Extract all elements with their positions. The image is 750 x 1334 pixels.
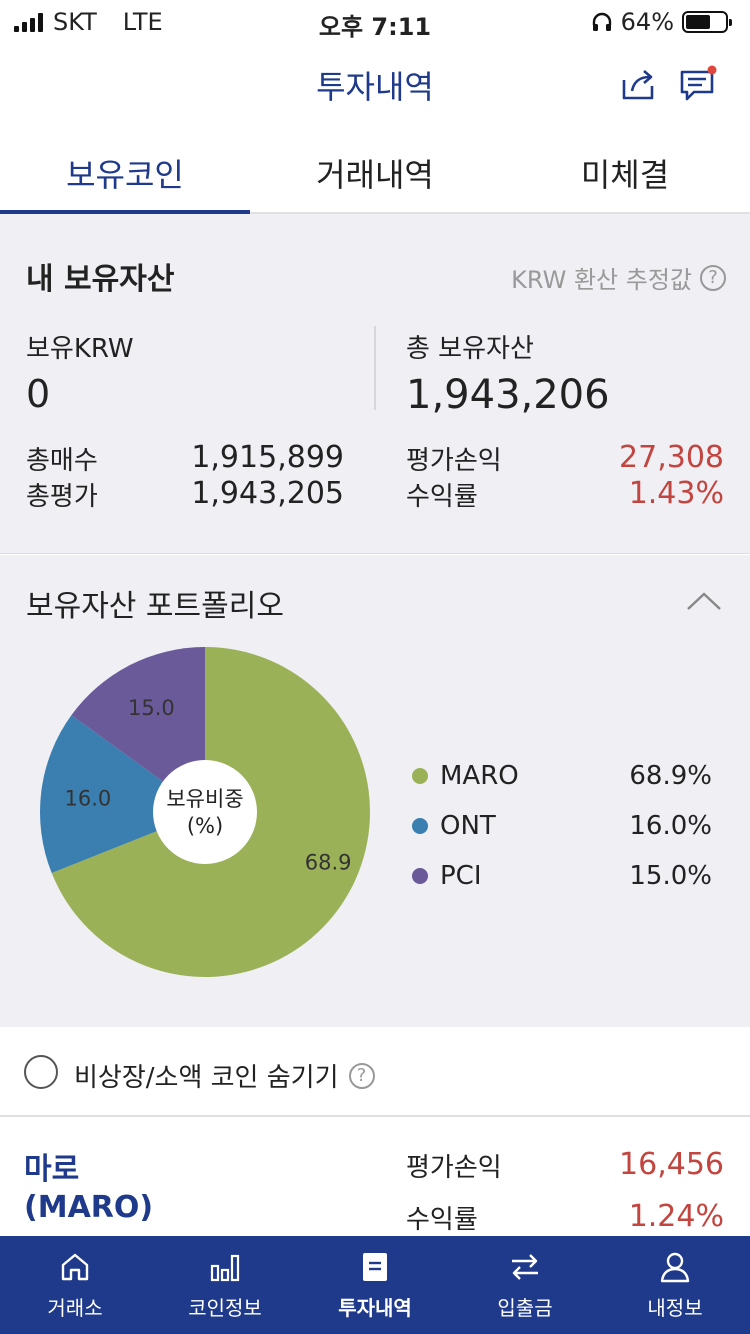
legend-name: ONT xyxy=(440,811,496,841)
home-icon xyxy=(61,1253,89,1281)
donut-center-unit: (%) xyxy=(187,814,223,838)
donut-label-maro: 68.9 xyxy=(305,851,352,875)
portfolio-donut-chart: 보유비중 (%) 68.9 16.0 15.0 xyxy=(39,647,370,977)
nav-my-info[interactable]: 내정보 xyxy=(600,1236,750,1334)
hide-small-coins-label-wrap: 비상장/소액 코인 숨기기 ? xyxy=(74,1057,375,1094)
legend-item-ont: ONT 16.0% xyxy=(412,801,712,851)
total-assets-label: 총 보유자산 xyxy=(406,334,534,364)
coin-profit-loss-row: 평가손익 16,456 xyxy=(406,1147,724,1184)
page-title: 투자내역 xyxy=(316,68,434,106)
nav-label: 거래소 xyxy=(47,1296,103,1320)
legend-percent: 15.0% xyxy=(629,861,712,891)
total-buy-row: 총매수 1,915,899 xyxy=(26,440,344,477)
nav-coin-info[interactable]: 코인정보 xyxy=(150,1236,300,1334)
donut-label-pci: 15.0 xyxy=(128,696,175,720)
coin-name-block: 마로 (MARO) xyxy=(24,1151,153,1227)
legend-name: PCI xyxy=(440,861,482,891)
hide-small-coins-radio[interactable] xyxy=(24,1055,58,1089)
status-left: SKT LTE xyxy=(14,8,163,36)
battery-fill xyxy=(686,15,711,29)
battery-percent: 64% xyxy=(620,8,674,36)
total-buy-value: 1,915,899 xyxy=(191,440,344,475)
legend-percent: 68.9% xyxy=(629,761,712,791)
battery-icon xyxy=(682,11,732,33)
profit-loss-row: 평가손익 27,308 xyxy=(406,440,724,477)
profit-loss-value: 27,308 xyxy=(619,440,724,475)
coin-profit-loss-label: 평가손익 xyxy=(406,1153,502,1183)
person-icon xyxy=(660,1252,690,1283)
nav-deposit-withdraw[interactable]: 입출금 xyxy=(450,1236,600,1334)
legend-item-maro: MARO 68.9% xyxy=(412,751,712,801)
coin-return-rate-value: 1.24% xyxy=(628,1199,724,1234)
donut-center-label: 보유비중 xyxy=(166,787,243,811)
document-icon xyxy=(363,1253,387,1281)
profit-loss-label: 평가손익 xyxy=(406,446,502,476)
total-assets-value: 1,943,206 xyxy=(406,372,610,418)
estimate-label: KRW 환산 추정값 xyxy=(511,266,692,294)
krw-label: 보유KRW xyxy=(26,334,134,364)
total-eval-value: 1,943,205 xyxy=(191,476,344,511)
donut-hole xyxy=(153,760,257,864)
coin-return-rate-row: 수익률 1.24% xyxy=(406,1199,724,1236)
coin-profit-loss-value: 16,456 xyxy=(619,1147,724,1182)
app-header: 투자내역 xyxy=(0,40,750,128)
carrier-label: SKT xyxy=(53,8,97,36)
total-eval-row: 총평가 1,943,205 xyxy=(26,476,344,513)
portfolio-title: 보유자산 포트폴리오 xyxy=(26,589,284,624)
legend-dot xyxy=(412,818,428,834)
legend-dot xyxy=(412,768,428,784)
assets-title: 내 보유자산 xyxy=(26,262,175,297)
portfolio-legend: MARO 68.9% ONT 16.0% PCI 15.0% xyxy=(412,751,712,901)
krw-value: 0 xyxy=(26,372,51,416)
coin-return-rate-label: 수익률 xyxy=(406,1205,478,1235)
donut-label-ont: 16.0 xyxy=(65,786,112,810)
total-eval-label: 총평가 xyxy=(26,482,98,512)
return-rate-value: 1.43% xyxy=(628,476,724,511)
chat-icon[interactable] xyxy=(678,64,718,104)
legend-dot xyxy=(412,868,428,884)
help-icon[interactable]: ? xyxy=(700,264,726,291)
status-time: 오후 7:11 xyxy=(318,13,432,41)
chevron-up-icon[interactable] xyxy=(686,589,722,613)
my-assets-panel: 내 보유자산 KRW 환산 추정값 ? 보유KRW 0 총 보유자산 1,943… xyxy=(0,214,750,554)
tab-holdings[interactable]: 보유코인 xyxy=(0,128,250,214)
coin-name: 마로 xyxy=(24,1152,80,1187)
signal-icon xyxy=(14,12,43,32)
coin-symbol: (MARO) xyxy=(24,1190,154,1225)
headphones-icon xyxy=(592,12,611,31)
transfer-icon xyxy=(512,1254,538,1280)
donut-slice-ont xyxy=(39,715,205,874)
donut-slice-pci xyxy=(71,647,205,812)
nav-exchange[interactable]: 거래소 xyxy=(0,1236,150,1334)
hide-small-coins-row[interactable]: 비상장/소액 코인 숨기기 ? xyxy=(0,1027,750,1117)
nav-label: 입출금 xyxy=(497,1296,553,1320)
divider xyxy=(374,326,376,410)
krw-estimate-info[interactable]: KRW 환산 추정값 ? xyxy=(511,260,726,295)
nav-label: 코인정보 xyxy=(188,1296,262,1320)
bar-chart-icon xyxy=(210,1254,240,1282)
status-right: 64% xyxy=(591,8,732,36)
return-rate-label: 수익률 xyxy=(406,482,478,512)
nav-label: 투자내역 xyxy=(338,1296,412,1320)
tab-history[interactable]: 거래내역 xyxy=(316,156,434,194)
nav-investment-history[interactable]: 투자내역 xyxy=(300,1236,450,1334)
tab-bar: 보유코인 거래내역 미체결 xyxy=(0,128,750,214)
legend-name: MARO xyxy=(440,761,519,791)
help-icon[interactable]: ? xyxy=(348,1062,375,1089)
coin-holding-item[interactable]: 마로 (MARO) 평가손익 16,456 수익률 1.24% xyxy=(0,1117,750,1237)
bottom-nav: 거래소 코인정보 투자내역 입출금 내정보 xyxy=(0,1236,750,1334)
portfolio-panel: 보유자산 포트폴리오 보유비중 (%) 68.9 16.0 15.0 MARO 68… xyxy=(0,555,750,1027)
status-bar: SKT LTE 오후 7:11 64% xyxy=(0,0,750,41)
tab-unfilled[interactable]: 미체결 xyxy=(580,156,670,194)
return-rate-row: 수익률 1.43% xyxy=(406,476,724,513)
nav-label: 내정보 xyxy=(647,1296,703,1320)
legend-item-pci: PCI 15.0% xyxy=(412,851,712,901)
total-buy-label: 총매수 xyxy=(26,446,98,476)
share-icon[interactable] xyxy=(618,64,658,104)
hide-small-coins-label: 비상장/소액 코인 숨기기 xyxy=(74,1063,339,1093)
network-label: LTE xyxy=(122,8,163,36)
notification-dot xyxy=(707,65,717,75)
legend-percent: 16.0% xyxy=(629,811,712,841)
